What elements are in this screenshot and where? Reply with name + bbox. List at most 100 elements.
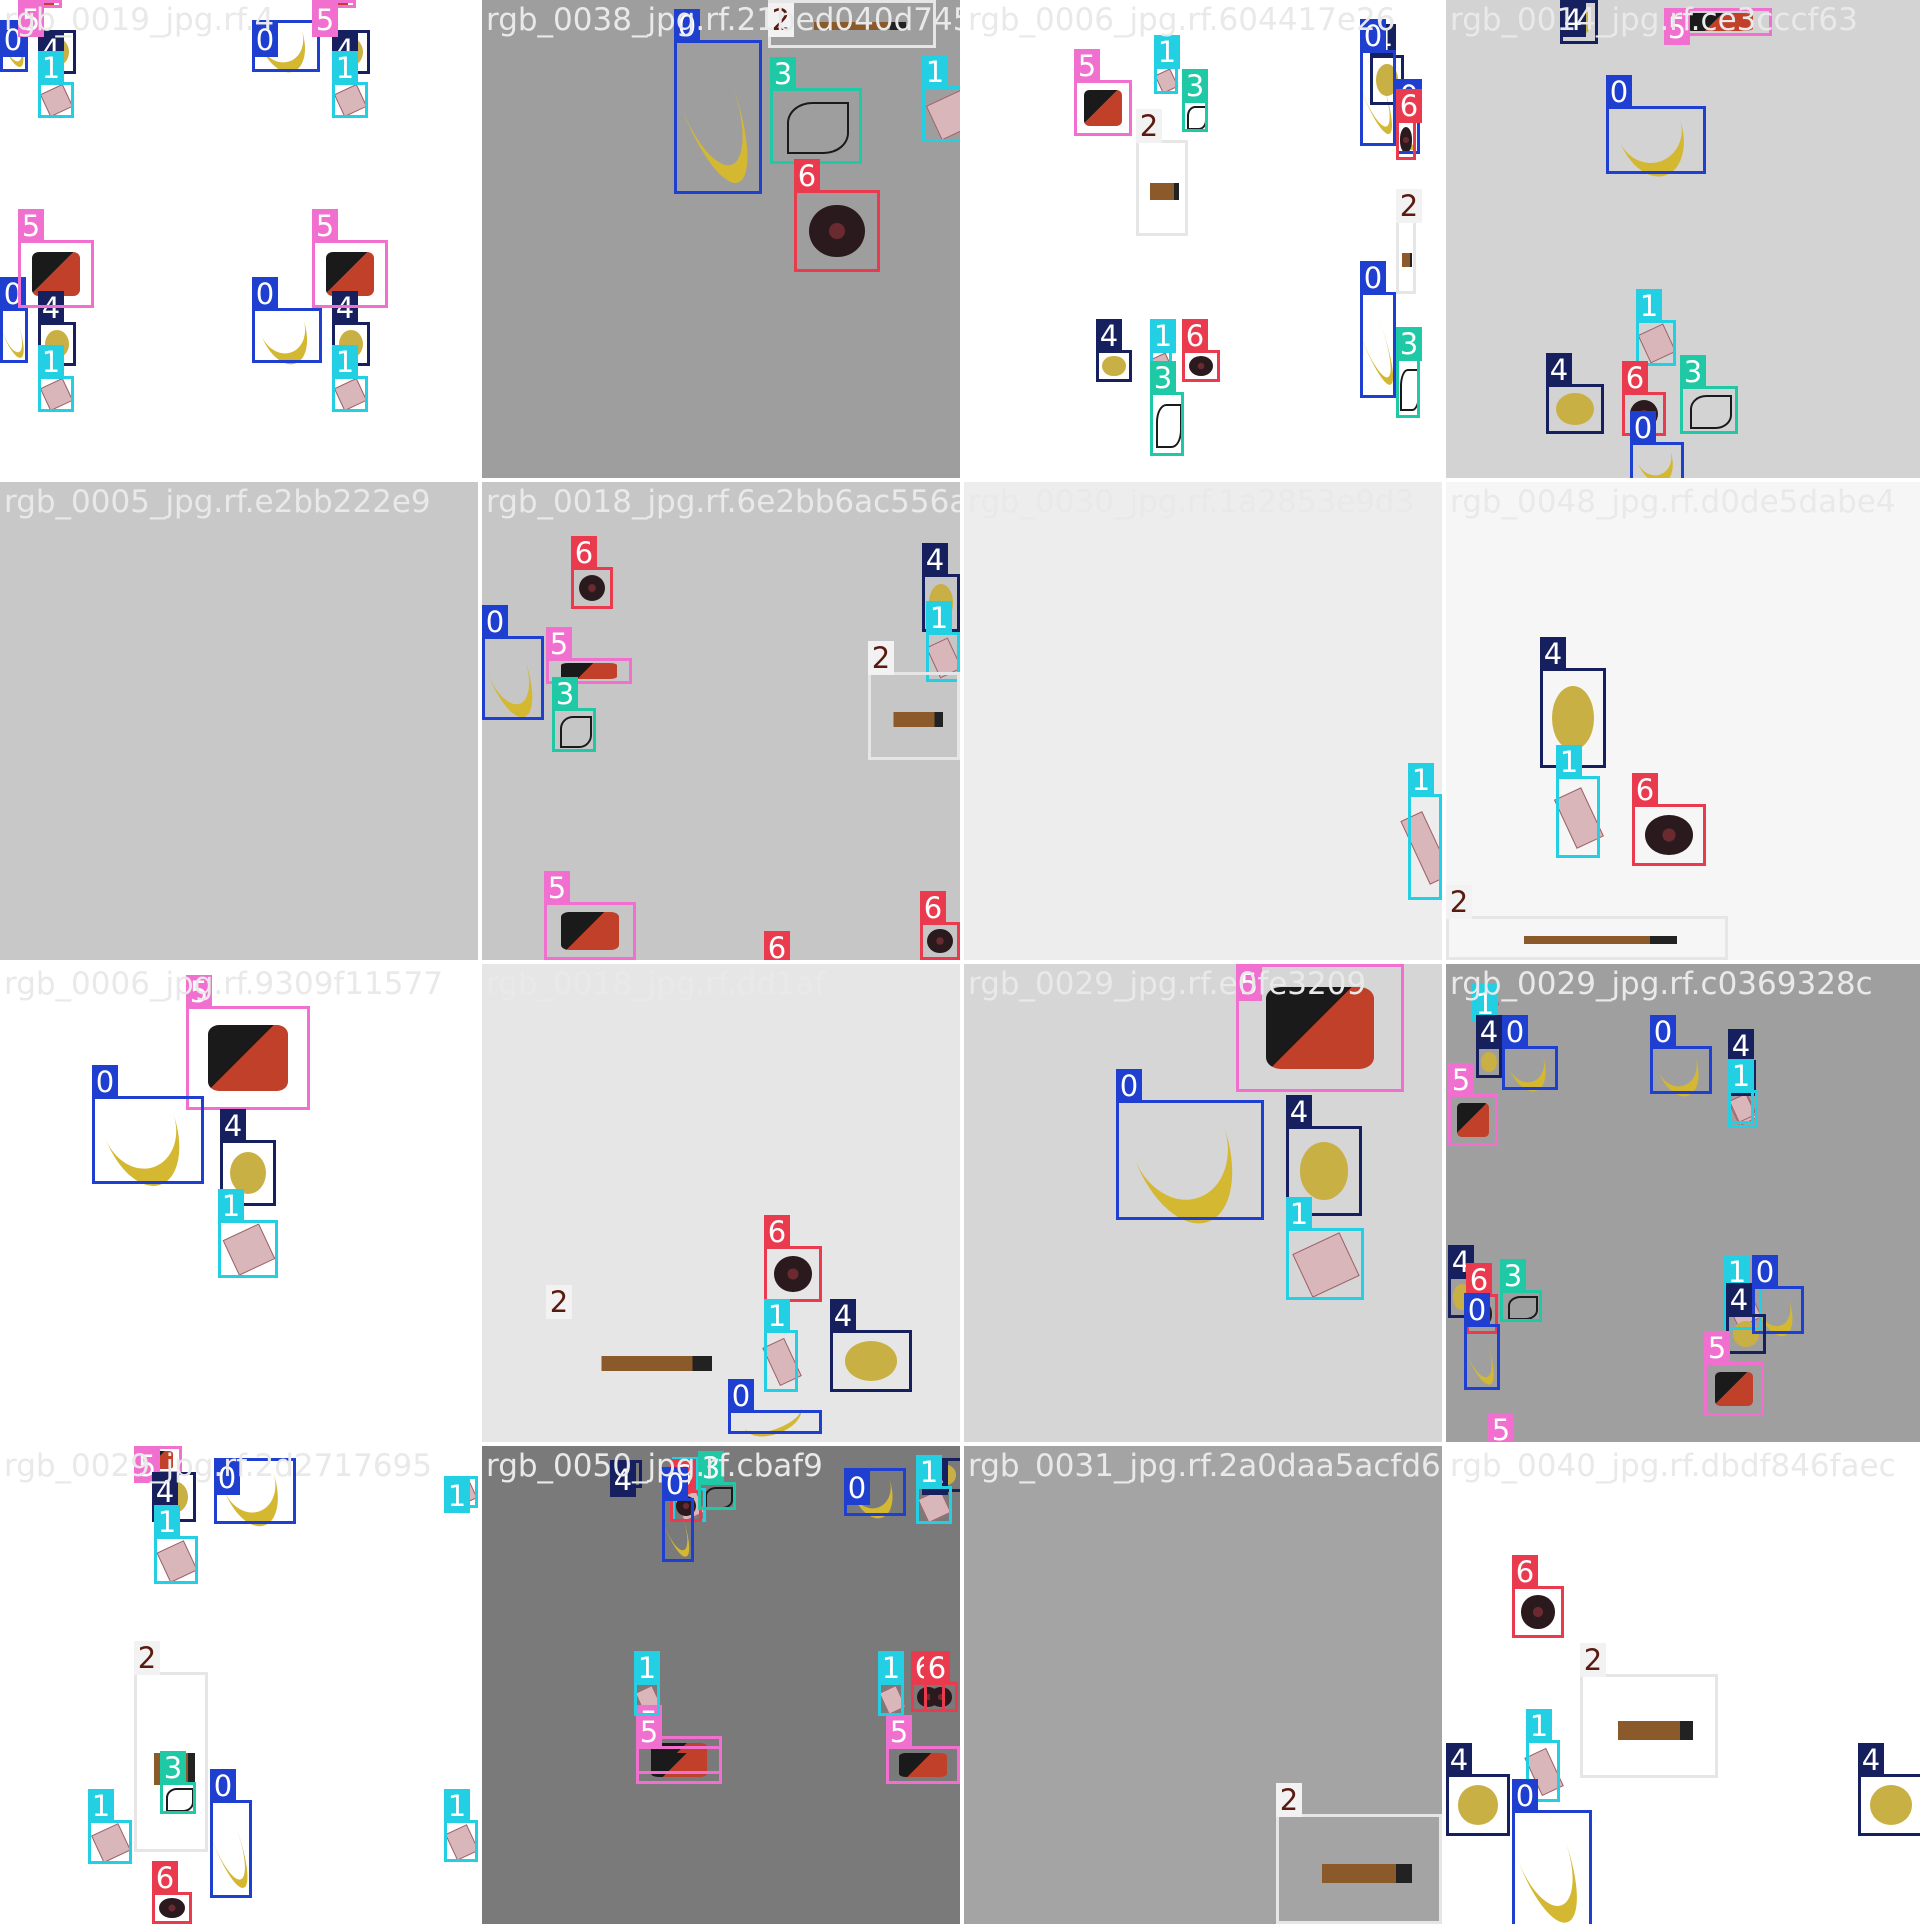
lemon-object <box>1102 355 1126 377</box>
bounding-box-class-4: 4 <box>1446 1743 1510 1836</box>
pliers-object <box>1690 394 1732 430</box>
class-label: 0 <box>92 1065 118 1099</box>
drill-object <box>325 252 375 296</box>
class-label: 1 <box>1636 289 1662 323</box>
class-label: 5 <box>886 1715 912 1749</box>
bounding-box-class-6: 6 <box>1396 89 1422 160</box>
bounding-box-class-4: 4 <box>830 1299 912 1392</box>
drill-object <box>208 1024 288 1092</box>
bounding-box-class-1: 1 <box>1636 289 1676 366</box>
class-label: 0 <box>844 1471 870 1505</box>
class-label: 4 <box>1546 353 1572 387</box>
mosaic-tile: rgb_0029_jpg.rf.c0369328c104504114630104… <box>1446 964 1920 1442</box>
class-label: 5 <box>312 209 338 243</box>
bounding-box-class-2: 2 <box>1446 885 1728 960</box>
tile-background <box>964 482 1442 960</box>
class-label: 5 <box>1664 11 1690 45</box>
mosaic-tile: rgb_0018_jpg.rf.6e2bb6ac556a1af460534125… <box>482 482 960 960</box>
bounding-box-class-0: 0 <box>674 9 762 194</box>
bounding-box-class-1: 1 <box>922 55 960 142</box>
bounding-box-class-0: 0 <box>844 1468 906 1516</box>
bounding-box-class-0: 0 <box>662 1467 694 1562</box>
class-label: 4 <box>610 1463 636 1497</box>
class-label: 6 <box>571 536 597 570</box>
hammer-object <box>582 1355 712 1372</box>
bounding-box-class-1: 1 <box>764 1299 798 1392</box>
class-label: 5 <box>1704 1331 1730 1365</box>
class-label: 3 <box>698 1451 724 1485</box>
lemon-object <box>1457 1785 1499 1825</box>
bounding-box-class-2: 2 <box>1136 109 1188 236</box>
bounding-box-class-1: 1 <box>444 1789 478 1862</box>
class-label: 4 <box>1728 1029 1754 1063</box>
bounding-box-class-5: 5 <box>312 209 388 308</box>
bounding-box-class-2: 2 <box>134 1641 208 1852</box>
bounding-box-class-3: 3 <box>698 1451 736 1510</box>
class-label: 6 <box>920 891 946 925</box>
mosaic-tile: rgb_0031_jpg.rf.2a0daa5acfd6 2 <box>964 1446 1442 1924</box>
gear-object <box>1521 1595 1555 1629</box>
class-label: 1 <box>332 345 358 379</box>
class-label: 6 <box>764 1215 790 1249</box>
lemon-object <box>1869 1785 1913 1825</box>
bounding-box-class-4: 4 <box>1726 1283 1766 1354</box>
bounding-box-class-0: 0 <box>0 20 28 72</box>
bounding-box-class-0: 0 <box>1512 1779 1592 1924</box>
bounding-box-class-1: 1 <box>332 51 368 118</box>
bounding-box-class-0: 0 <box>252 20 320 72</box>
class-label: 4 <box>922 543 948 577</box>
class-label: 3 <box>160 1751 186 1785</box>
bounding-box-class-4: 4 <box>1858 1743 1920 1836</box>
tile-background <box>0 482 478 960</box>
class-label: 1 <box>926 601 952 635</box>
class-label: 5 <box>1488 1413 1514 1442</box>
bounding-box-class-5: 5 <box>18 209 94 308</box>
bounding-box-class-1: 1 <box>1728 1059 1754 1124</box>
gear-object <box>774 1256 812 1292</box>
class-label: 1 <box>1150 319 1176 353</box>
hammer-object <box>1604 1720 1694 1740</box>
class-label: 0 <box>1752 1255 1778 1289</box>
bounding-box-class-1: 1 <box>916 1455 952 1524</box>
bounding-box-class-1: 1 <box>154 1505 198 1584</box>
bounding-box-class-3: 3 <box>160 1751 196 1814</box>
bounding-box-class-2: 2 <box>1580 1643 1718 1778</box>
mosaic-tile: rgb_0018_jpg.rf.dd1af 6 2 1 4 0 <box>482 964 960 1442</box>
class-label: 0 <box>1360 261 1386 295</box>
gear-object <box>159 1897 185 1919</box>
bounding-box-class-0: 0 <box>1360 261 1396 398</box>
class-label: 0 <box>210 1769 236 1803</box>
class-label: 3 <box>1680 355 1706 389</box>
class-label: 1 <box>1286 1197 1312 1231</box>
class-label: 6 <box>1622 361 1648 395</box>
mosaic-tile: rgb_0006_jpg.rf.9309f11577 5 0 4 1 <box>0 964 478 1442</box>
bounding-box-class-1: 1 <box>38 51 74 118</box>
class-label: 6 <box>152 1861 178 1895</box>
lemon-object <box>230 1151 266 1195</box>
class-label: 5 <box>1074 49 1100 83</box>
bounding-box-class-0: 0 <box>92 1065 204 1184</box>
gear-object <box>578 574 606 602</box>
class-label: 1 <box>1728 1059 1754 1093</box>
bounding-box-class-4: 4 <box>220 1109 276 1206</box>
bounding-box-class-1: 1 <box>38 345 74 412</box>
bounding-box-class-0: 0 <box>1116 1069 1264 1220</box>
class-label: 1 <box>1556 745 1582 779</box>
bounding-box-class-5: 5 <box>1664 8 1772 45</box>
gear-object <box>1645 815 1693 855</box>
class-label: 0 <box>674 9 700 43</box>
bounding-box-class-1: 1 <box>878 1651 904 1716</box>
class-label: 1 <box>1154 35 1180 69</box>
bounding-box-class-5: 5 <box>312 0 356 37</box>
class-label: 2 <box>134 1641 160 1675</box>
class-label: 0 <box>252 23 278 57</box>
bounding-box-class-1: 1 <box>444 1476 478 1513</box>
mosaic-tile: rgb_0038_jpg.rf.21bed040d745 0 2 3 1 6 <box>482 0 960 478</box>
bounding-box-class-5: 5 <box>1448 1063 1498 1146</box>
bounding-box-class-6: 6 <box>1512 1555 1564 1638</box>
class-label: 0 <box>1512 1779 1538 1813</box>
bounding-box-class-4: 4 <box>1540 637 1606 768</box>
pliers-object <box>559 715 593 749</box>
bounding-box-class-1: 1 <box>926 601 960 682</box>
